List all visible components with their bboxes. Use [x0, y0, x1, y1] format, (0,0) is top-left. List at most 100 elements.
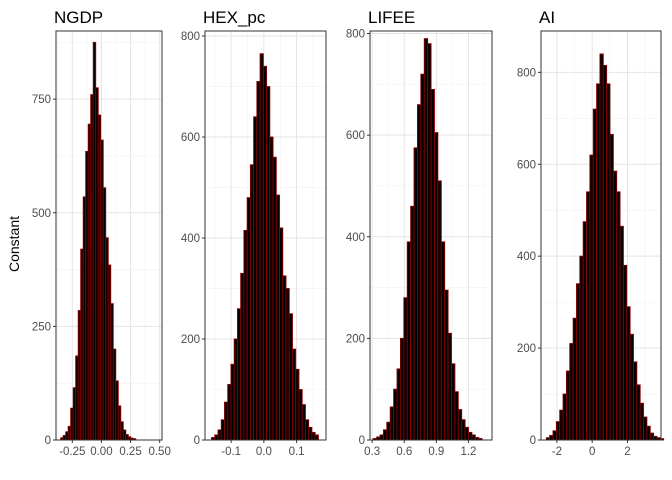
x-tick-label: 0.6: [396, 446, 412, 458]
histogram-bar: [282, 275, 287, 441]
histogram-bar: [609, 133, 614, 441]
histogram-bar: [589, 154, 594, 441]
histogram-bar: [454, 391, 459, 441]
y-tick-label: 400: [517, 251, 536, 263]
panel-border: [540, 30, 662, 441]
histogram-bar: [461, 419, 466, 441]
histogram-bar: [301, 404, 306, 441]
histogram-bar: [396, 368, 401, 441]
histogram-bar: [272, 156, 277, 441]
x-tick-label: 0.3: [364, 446, 380, 458]
histogram-bar: [246, 197, 251, 441]
panel-title: NGDP: [54, 8, 103, 27]
x-tick-label: 0.00: [90, 446, 112, 458]
histogram-bar: [253, 116, 258, 441]
histogram-bar: [382, 429, 388, 441]
histogram-bar: [420, 73, 425, 441]
histogram-bar: [304, 419, 310, 441]
y-tick-label: 500: [32, 208, 51, 220]
histogram-bar: [410, 205, 415, 441]
x-tick-label: -2: [552, 446, 562, 458]
histogram-bar: [569, 343, 574, 441]
histogram-bar: [256, 81, 261, 441]
histogram-bar: [243, 230, 248, 441]
y-tick-label: 400: [181, 233, 200, 245]
histogram-bar: [552, 430, 557, 441]
panel-title: HEX_pc: [203, 8, 266, 27]
histogram-bar: [659, 438, 665, 441]
histogram-bar: [622, 264, 628, 441]
histogram-bar: [314, 434, 319, 441]
histogram-bar: [279, 227, 284, 441]
y-axis-label: Constant: [6, 216, 22, 272]
histogram-bar: [233, 338, 238, 441]
histogram-bar: [586, 191, 591, 441]
histogram-bar: [386, 421, 391, 441]
histogram-bar: [639, 402, 644, 441]
histogram-bar: [269, 136, 274, 441]
x-tick-label: -0.25: [59, 446, 85, 458]
histogram-bar: [230, 363, 235, 441]
facet-panel-2: HEX_pc 0 200 400 600 800 -0.1 0.0 0.1: [181, 8, 327, 458]
histogram-bar: [447, 332, 452, 441]
histogram-bar: [606, 83, 611, 441]
histogram-bar: [379, 434, 384, 441]
histogram-bar: [562, 393, 567, 441]
histogram-bar: [629, 333, 634, 441]
panel-border: [204, 30, 327, 441]
histogram-bar: [596, 83, 601, 441]
histogram-bar: [636, 384, 641, 441]
histogram-bar: [464, 426, 469, 441]
x-tick-label: 0: [589, 446, 595, 458]
histogram-bar: [292, 348, 297, 441]
x-tick-label: 0.25: [119, 446, 141, 458]
x-tick-label: 2: [624, 446, 630, 458]
histogram-bar: [259, 53, 264, 441]
histogram-bar: [444, 289, 449, 441]
histogram-bar: [599, 53, 604, 441]
panel-border: [55, 30, 163, 441]
histogram-bar: [619, 225, 624, 441]
histogram-bar: [295, 368, 300, 441]
histogram-bar: [602, 65, 608, 441]
histogram-bar: [423, 38, 429, 441]
histogram-bar: [224, 401, 229, 441]
histogram-bar: [549, 434, 554, 441]
histogram-bar: [217, 429, 222, 441]
y-tick-label: 0: [45, 435, 51, 447]
histogram-bar: [288, 313, 293, 441]
histogram-bar: [403, 297, 408, 441]
histogram-bar: [457, 409, 463, 441]
y-tick-label: 800: [346, 29, 365, 41]
histogram-bar: [437, 180, 442, 441]
y-tick-label: 200: [346, 333, 365, 345]
histogram-bar: [565, 370, 571, 441]
histogram-bar: [451, 363, 456, 441]
y-tick-label: 200: [517, 343, 536, 355]
facet-panel-3: LIFEE 0 200 400 600 800 0.3 0.6 0.9 1.2: [346, 8, 493, 458]
x-tick-label: 0.0: [256, 446, 272, 458]
histogram-bar: [393, 388, 398, 441]
histogram-bar: [266, 86, 271, 441]
panel-title: LIFEE: [368, 8, 415, 27]
histogram-bar: [626, 306, 631, 441]
histogram-bar: [616, 191, 621, 441]
y-tick-label: 0: [530, 435, 536, 447]
y-tick-label: 400: [346, 232, 365, 244]
x-tick-label: -0.1: [221, 446, 241, 458]
y-tick-label: 800: [181, 31, 200, 43]
y-tick-label: 600: [181, 132, 200, 144]
x-tick-label: 0.1: [289, 446, 305, 458]
histogram-bar: [399, 337, 405, 441]
x-tick-label: 1.2: [460, 446, 476, 458]
panel-border: [369, 30, 493, 441]
histogram-bar: [298, 389, 303, 441]
histogram-bar: [413, 147, 418, 441]
histogram-bar: [555, 421, 561, 441]
histogram-bar: [471, 434, 476, 441]
histogram-bar: [646, 425, 651, 441]
histogram-bar: [653, 435, 658, 441]
y-tick-label: 0: [359, 435, 365, 447]
y-tick-label: 0: [194, 435, 200, 447]
histogram-bar: [262, 65, 268, 441]
